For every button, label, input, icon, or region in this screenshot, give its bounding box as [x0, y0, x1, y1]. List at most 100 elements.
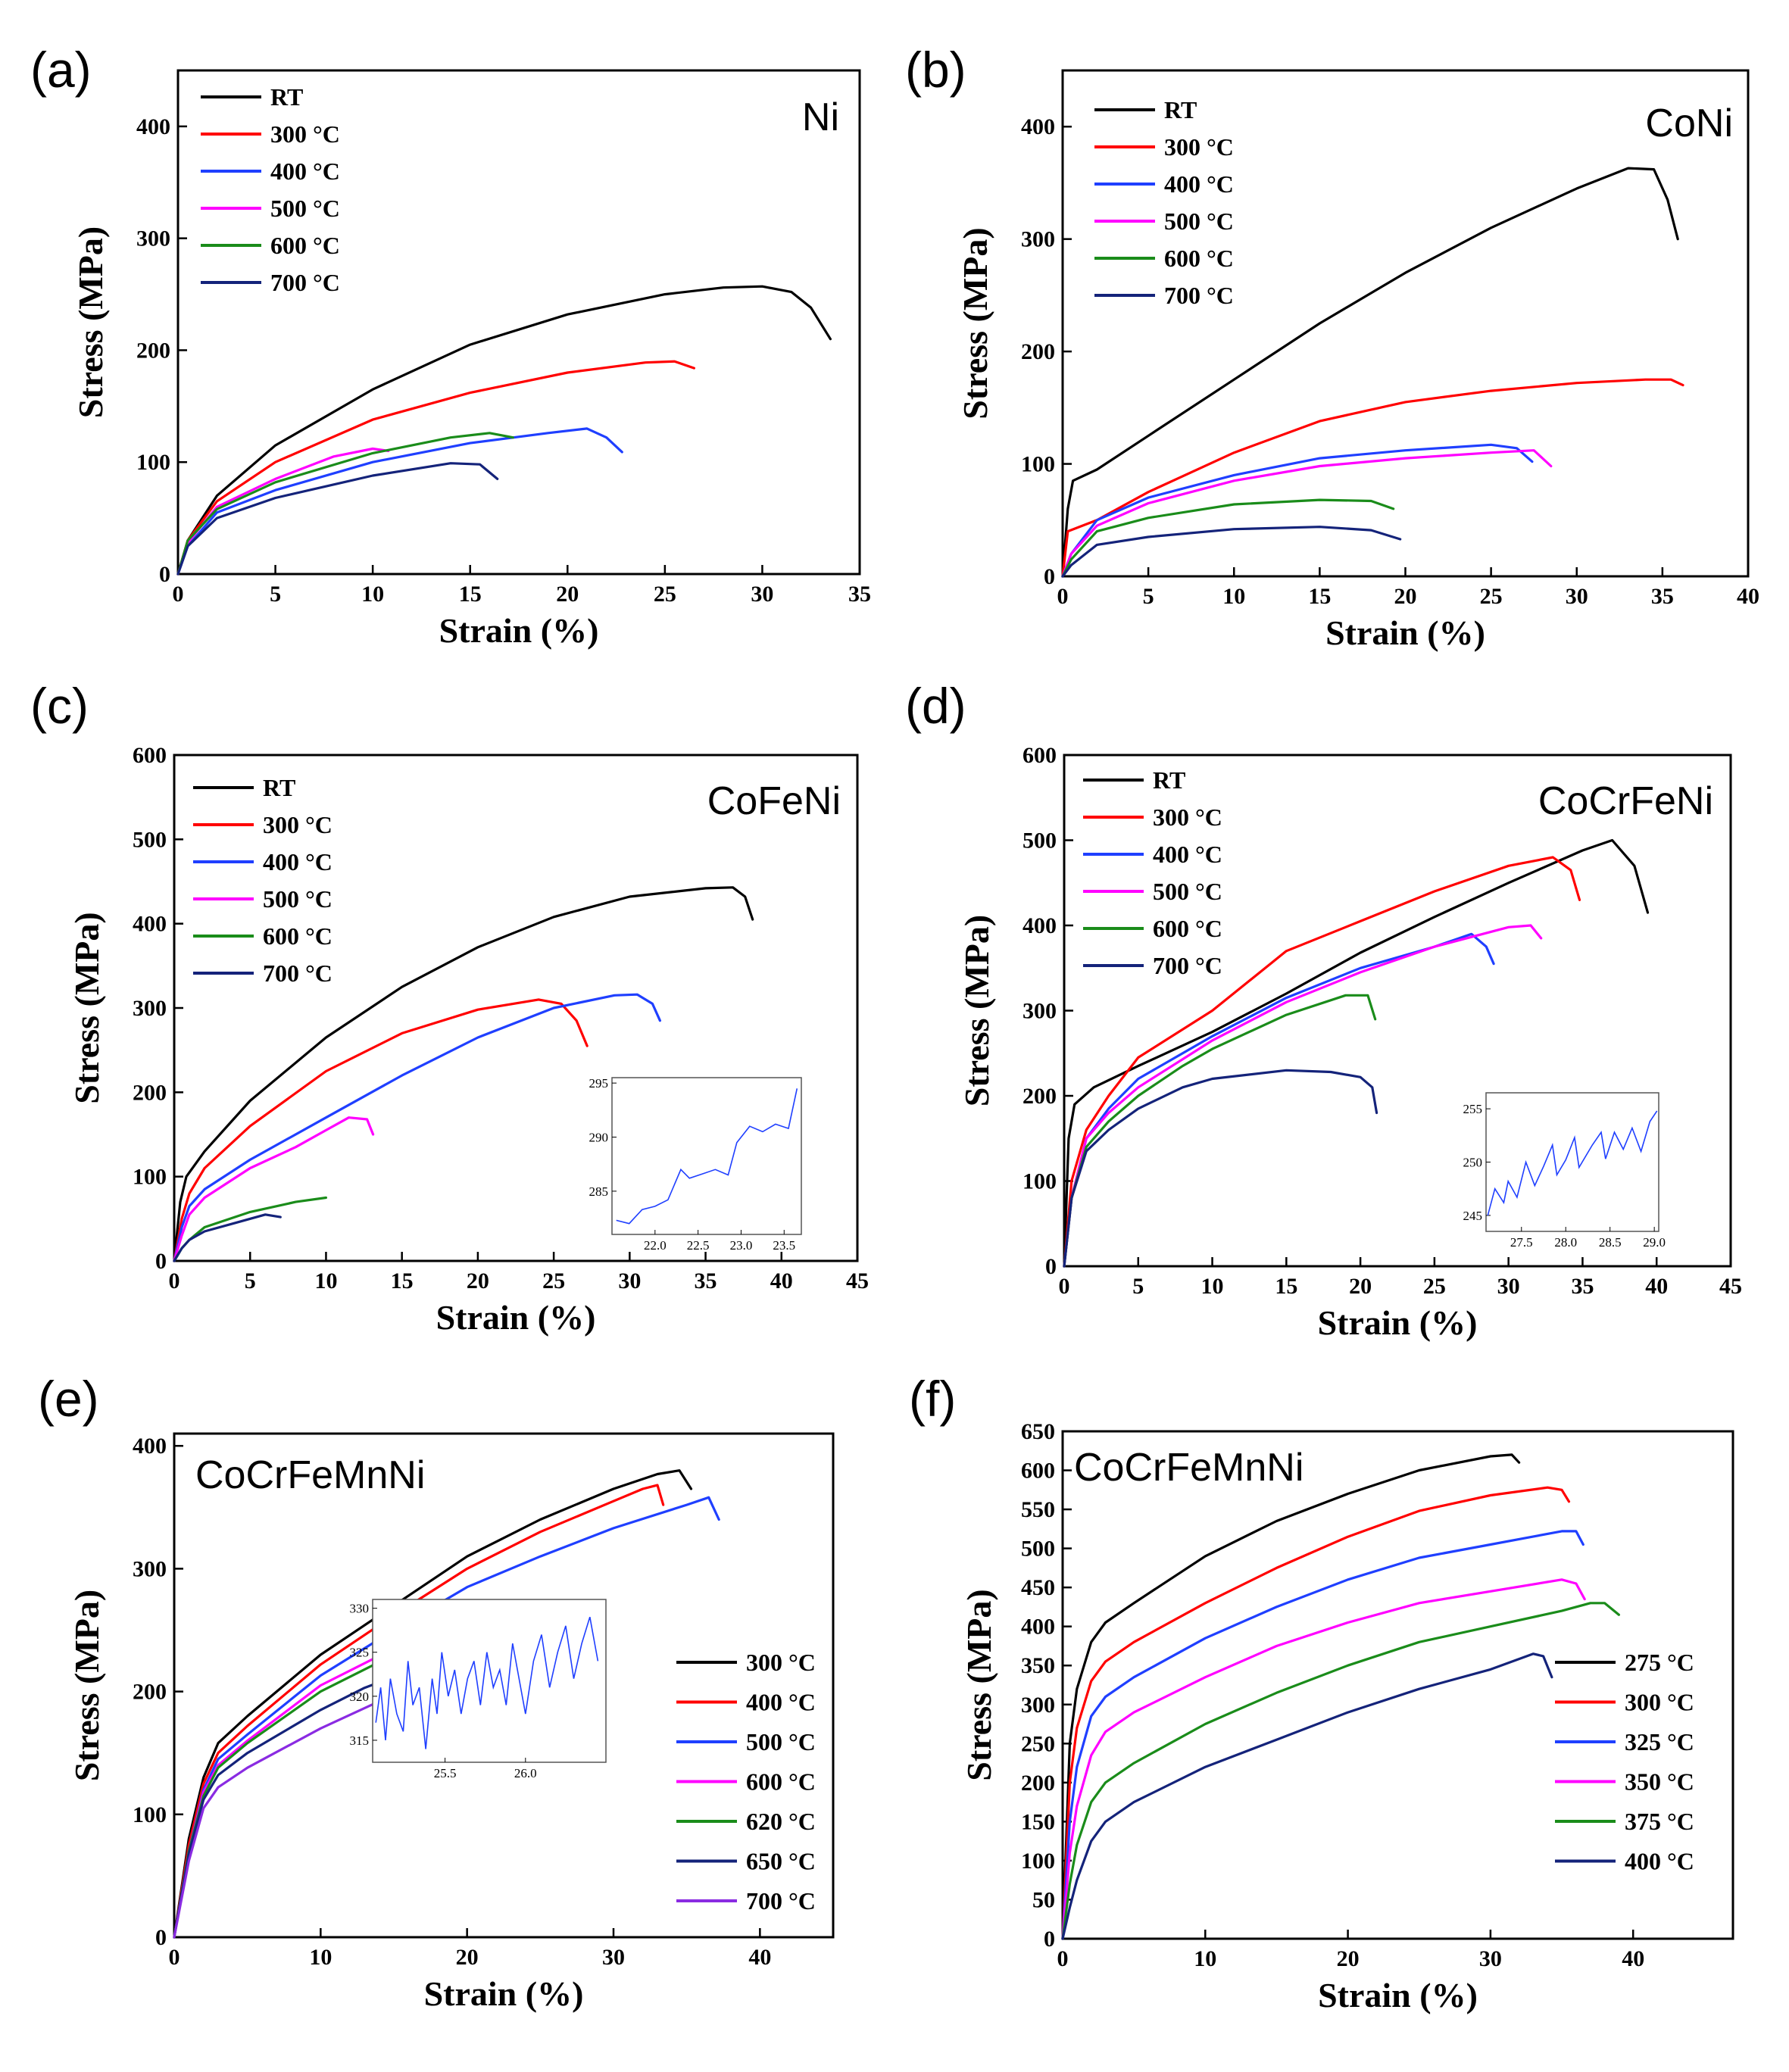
legend-label: 400 °C [1164, 170, 1234, 198]
legend-label: 400 °C [270, 158, 340, 185]
inset-y-tick-label: 315 [350, 1733, 370, 1748]
material-label: Ni [802, 95, 839, 139]
y-tick-label: 650 [1021, 1419, 1055, 1444]
x-tick-label: 15 [1308, 584, 1331, 609]
legend-label: RT [270, 83, 303, 111]
inset-y-tick-label: 290 [589, 1131, 609, 1145]
inset-y-tick-label: 330 [350, 1602, 370, 1616]
series-line-RT [176, 285, 832, 576]
x-tick-label: 25 [654, 582, 676, 607]
series-line-300-C [1061, 1486, 1571, 1940]
y-tick-label: 550 [1021, 1497, 1055, 1522]
y-tick-label: 600 [133, 743, 167, 768]
y-tick-label: 200 [133, 1680, 167, 1705]
y-tick-label: 0 [1044, 1927, 1055, 1952]
legend-label: 400 °C [746, 1689, 816, 1716]
panel-letter: (f) [909, 1371, 956, 1427]
x-tick-label: 0 [1059, 1274, 1070, 1299]
y-tick-label: 200 [1023, 1084, 1057, 1109]
y-axis-title: Stress (MPa) [71, 226, 110, 418]
y-tick-label: 200 [136, 338, 170, 363]
inset-series-line [375, 1616, 599, 1749]
x-axis-title: Strain (%) [1318, 1303, 1478, 1342]
inset-y-tick-label: 285 [589, 1184, 609, 1199]
x-tick-label: 0 [169, 1945, 180, 1970]
x-tick-label: 20 [1337, 1946, 1360, 1971]
inset-y-tick-label: 295 [589, 1076, 609, 1091]
series-line-500-C [1061, 449, 1553, 578]
y-axis-title: Stress (MPa) [956, 227, 994, 419]
x-tick-label: 20 [1394, 584, 1417, 609]
y-tick-label: 300 [1023, 999, 1057, 1024]
y-axis-title: Stress (MPa) [957, 915, 996, 1106]
inset-frame [611, 1077, 802, 1235]
x-tick-label: 15 [459, 582, 482, 607]
y-tick-label: 450 [1021, 1575, 1055, 1600]
inset-x-tick-label: 26.0 [514, 1766, 537, 1780]
y-tick-label: 600 [1021, 1459, 1055, 1484]
legend-label: 300 °C [263, 811, 333, 838]
x-tick-label: 30 [618, 1268, 641, 1293]
series-line-RT [1061, 167, 1679, 578]
legend-label: 700 °C [270, 269, 340, 296]
x-tick-label: 10 [361, 582, 384, 607]
inset-y-tick-label: 245 [1463, 1209, 1483, 1223]
x-tick-label: 5 [1143, 584, 1154, 609]
legend-label: 600 °C [263, 922, 333, 950]
y-tick-label: 350 [1021, 1653, 1055, 1678]
y-tick-label: 100 [1021, 452, 1055, 477]
y-tick-label: 300 [1021, 227, 1055, 252]
x-tick-label: 30 [751, 582, 773, 607]
legend-label: 500 °C [270, 195, 340, 222]
x-tick-label: 20 [456, 1945, 479, 1970]
inset-plot: 25.5 26.0 315 320 325 330 [350, 1599, 607, 1780]
y-tick-label: 100 [1023, 1169, 1057, 1194]
inset-x-tick-label: 28.5 [1599, 1235, 1622, 1250]
x-tick-label: 20 [1349, 1274, 1372, 1299]
x-tick-label: 20 [467, 1268, 489, 1293]
x-tick-label: 45 [846, 1268, 869, 1293]
series-line-700-C [1063, 1069, 1378, 1268]
inset-x-tick-label: 23.5 [773, 1238, 795, 1253]
panel-f: (f)0 10 20 30 400501001502002503003504004505… [909, 1371, 1734, 2014]
y-tick-label: 250 [1021, 1731, 1055, 1756]
y-tick-label: 0 [159, 562, 170, 587]
material-label: CoCrFeMnNi [195, 1453, 425, 1497]
y-tick-label: 100 [133, 1165, 167, 1190]
x-tick-label: 30 [1497, 1274, 1520, 1299]
series-line-600-C [1061, 498, 1395, 578]
y-tick-label: 400 [133, 1434, 167, 1459]
y-tick-label: 500 [1023, 828, 1057, 853]
legend-label: 400 °C [1625, 1848, 1694, 1875]
y-axis-title: Stress (MPa) [67, 1590, 106, 1781]
legend-label: 275 °C [1625, 1649, 1694, 1676]
legend-label: 600 °C [270, 232, 340, 259]
inset-x-tick-label: 29.0 [1643, 1235, 1666, 1250]
legend-label: 600 °C [746, 1768, 816, 1796]
panel-letter: (b) [905, 42, 966, 98]
legend-label: 600 °C [1164, 245, 1234, 272]
x-tick-label: 0 [1057, 1946, 1069, 1971]
material-label: CoNi [1645, 101, 1733, 145]
y-tick-label: 100 [136, 450, 170, 475]
series-line-400-C [1063, 932, 1495, 1268]
y-tick-label: 400 [136, 114, 170, 139]
x-tick-label: 35 [848, 582, 871, 607]
legend-label: 400 °C [1153, 841, 1222, 868]
series-line-400-C [173, 993, 662, 1262]
x-tick-label: 40 [748, 1945, 771, 1970]
y-tick-label: 150 [1021, 1809, 1055, 1834]
x-tick-label: 0 [1057, 584, 1069, 609]
legend-label: 350 °C [1625, 1768, 1694, 1796]
x-tick-label: 45 [1719, 1274, 1742, 1299]
x-tick-label: 10 [1201, 1274, 1224, 1299]
x-tick-label: 10 [1194, 1946, 1216, 1971]
x-tick-label: 5 [1132, 1274, 1144, 1299]
x-axis-title: Strain (%) [1318, 1976, 1478, 2014]
panel-a: (a) 0 5 10 15 20 25 30 35 0 100 200 300 400 Strain (%)… [30, 42, 871, 650]
y-tick-label: 300 [1021, 1693, 1055, 1718]
x-tick-label: 10 [1222, 584, 1245, 609]
plot-frame [1061, 1430, 1734, 1940]
